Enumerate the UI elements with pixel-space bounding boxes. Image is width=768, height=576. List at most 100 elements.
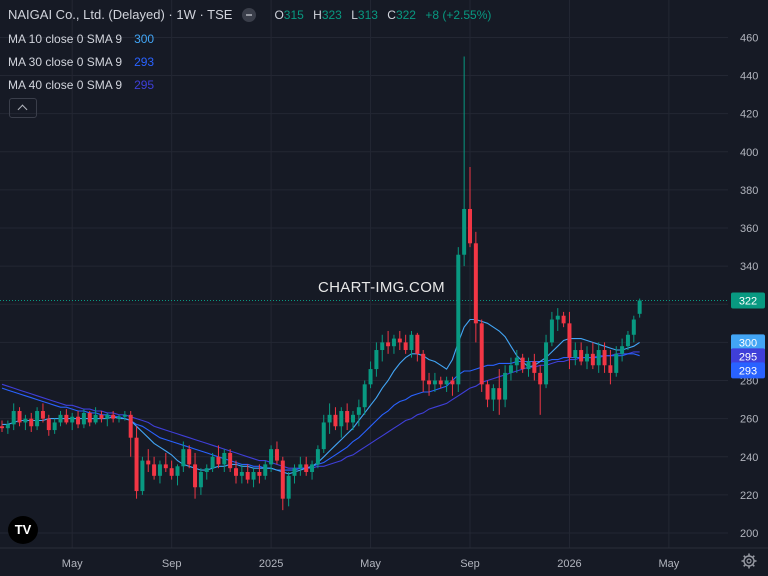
- candle: [333, 407, 338, 431]
- candle-body: [391, 338, 396, 347]
- candle-body: [362, 384, 367, 408]
- candle-body: [222, 452, 227, 465]
- indicator-label: MA 10 close 0 SMA 9: [8, 32, 123, 46]
- candle-body: [356, 407, 361, 415]
- close-value: 322: [395, 7, 416, 22]
- y-tick-label: 460: [740, 32, 758, 44]
- candle-body: [625, 334, 630, 347]
- y-tick-label: 340: [740, 261, 758, 273]
- grid: [0, 0, 728, 548]
- price-tag-bg: [731, 292, 765, 309]
- candle: [468, 167, 472, 248]
- candle: [304, 456, 309, 476]
- candle-body: [596, 350, 601, 366]
- price-tag: 300: [731, 334, 765, 351]
- candle: [356, 399, 361, 427]
- candle-body: [122, 414, 127, 417]
- candle-body: [152, 464, 157, 476]
- candle-body: [280, 460, 285, 499]
- candle: [351, 411, 355, 431]
- candle-body: [310, 464, 315, 473]
- candle-body: [35, 411, 40, 427]
- candle: [128, 411, 133, 457]
- y-tick-label: 200: [740, 528, 758, 540]
- candle: [187, 445, 192, 469]
- indicator-ma30[interactable]: MA 30 close 0 SMA 9 293: [8, 55, 154, 69]
- candle: [602, 342, 607, 373]
- candle-body: [128, 414, 133, 438]
- candle-body: [415, 334, 420, 354]
- indicator-ma10[interactable]: MA 10 close 0 SMA 9 300: [8, 32, 154, 46]
- candle: [544, 334, 549, 389]
- y-tick-label: 240: [740, 452, 758, 464]
- indicator-label: MA 40 close 0 SMA 9: [8, 78, 123, 92]
- candle: [298, 456, 303, 476]
- candle-body: [637, 300, 642, 314]
- candle-body: [169, 468, 174, 476]
- candle: [345, 403, 350, 431]
- candle-body: [409, 334, 414, 351]
- candle: [263, 460, 268, 480]
- close-key: C: [387, 7, 396, 22]
- price-tag-bg: [731, 362, 765, 379]
- high-key: H: [313, 7, 322, 22]
- price-axis[interactable]: 2002202402602803003203403603804004204404…: [740, 32, 758, 540]
- x-tick-label: May: [659, 558, 680, 570]
- candle: [380, 334, 385, 362]
- candle: [181, 441, 186, 473]
- candle: [93, 407, 98, 425]
- candle: [292, 464, 297, 484]
- candle-body: [210, 456, 215, 469]
- watermark: CHART-IMG.COM: [318, 279, 445, 296]
- candle-body: [397, 338, 402, 343]
- candle-body: [269, 449, 274, 465]
- candle: [286, 472, 291, 507]
- candle: [368, 361, 373, 389]
- gear-icon[interactable]: [741, 553, 757, 569]
- candle: [105, 412, 110, 427]
- candle-body: [386, 342, 391, 347]
- candle-body: [631, 319, 636, 335]
- candle: [99, 411, 104, 423]
- candle: [444, 376, 449, 392]
- candle-body: [339, 411, 344, 427]
- candle-body: [146, 460, 151, 465]
- indicator-ma40[interactable]: MA 40 close 0 SMA 9 295: [8, 78, 154, 92]
- candle-body: [117, 416, 121, 419]
- candle-body: [485, 384, 490, 400]
- candles: [0, 56, 642, 511]
- x-tick-label: Sep: [162, 558, 182, 570]
- price-tag: 295: [731, 348, 765, 365]
- collapse-indicators-button[interactable]: [9, 98, 37, 118]
- candle-body: [198, 472, 203, 488]
- candle-body: [64, 414, 69, 423]
- candle: [555, 308, 560, 331]
- candle: [46, 414, 51, 436]
- candle-body: [5, 424, 10, 429]
- x-tick-label: 2025: [259, 558, 283, 570]
- candle-body: [380, 342, 385, 351]
- candle: [117, 414, 121, 423]
- time-axis[interactable]: May Sep 2025 May Sep 2026 May: [0, 547, 768, 570]
- chart-header: NAIGAI Co., Ltd. (Delayed) · 1W · TSE O3…: [8, 7, 491, 22]
- candle-body: [567, 323, 572, 358]
- candle-body: [29, 418, 34, 427]
- y-tick-label: 440: [740, 71, 758, 83]
- indicator-value: 295: [134, 78, 155, 92]
- candle-body: [46, 418, 51, 431]
- candle-body: [403, 342, 408, 351]
- x-tick-label: May: [62, 558, 83, 570]
- candle: [497, 369, 502, 415]
- candle-body: [0, 426, 4, 429]
- candle-body: [163, 464, 168, 469]
- candle: [374, 342, 379, 377]
- candle: [204, 464, 209, 480]
- candle-body: [456, 254, 461, 385]
- candle-body: [23, 418, 28, 423]
- y-tick-label: 400: [740, 147, 758, 159]
- candle: [549, 311, 554, 347]
- candle: [274, 441, 279, 465]
- candle-body: [70, 416, 75, 423]
- hide-icon[interactable]: [242, 7, 257, 22]
